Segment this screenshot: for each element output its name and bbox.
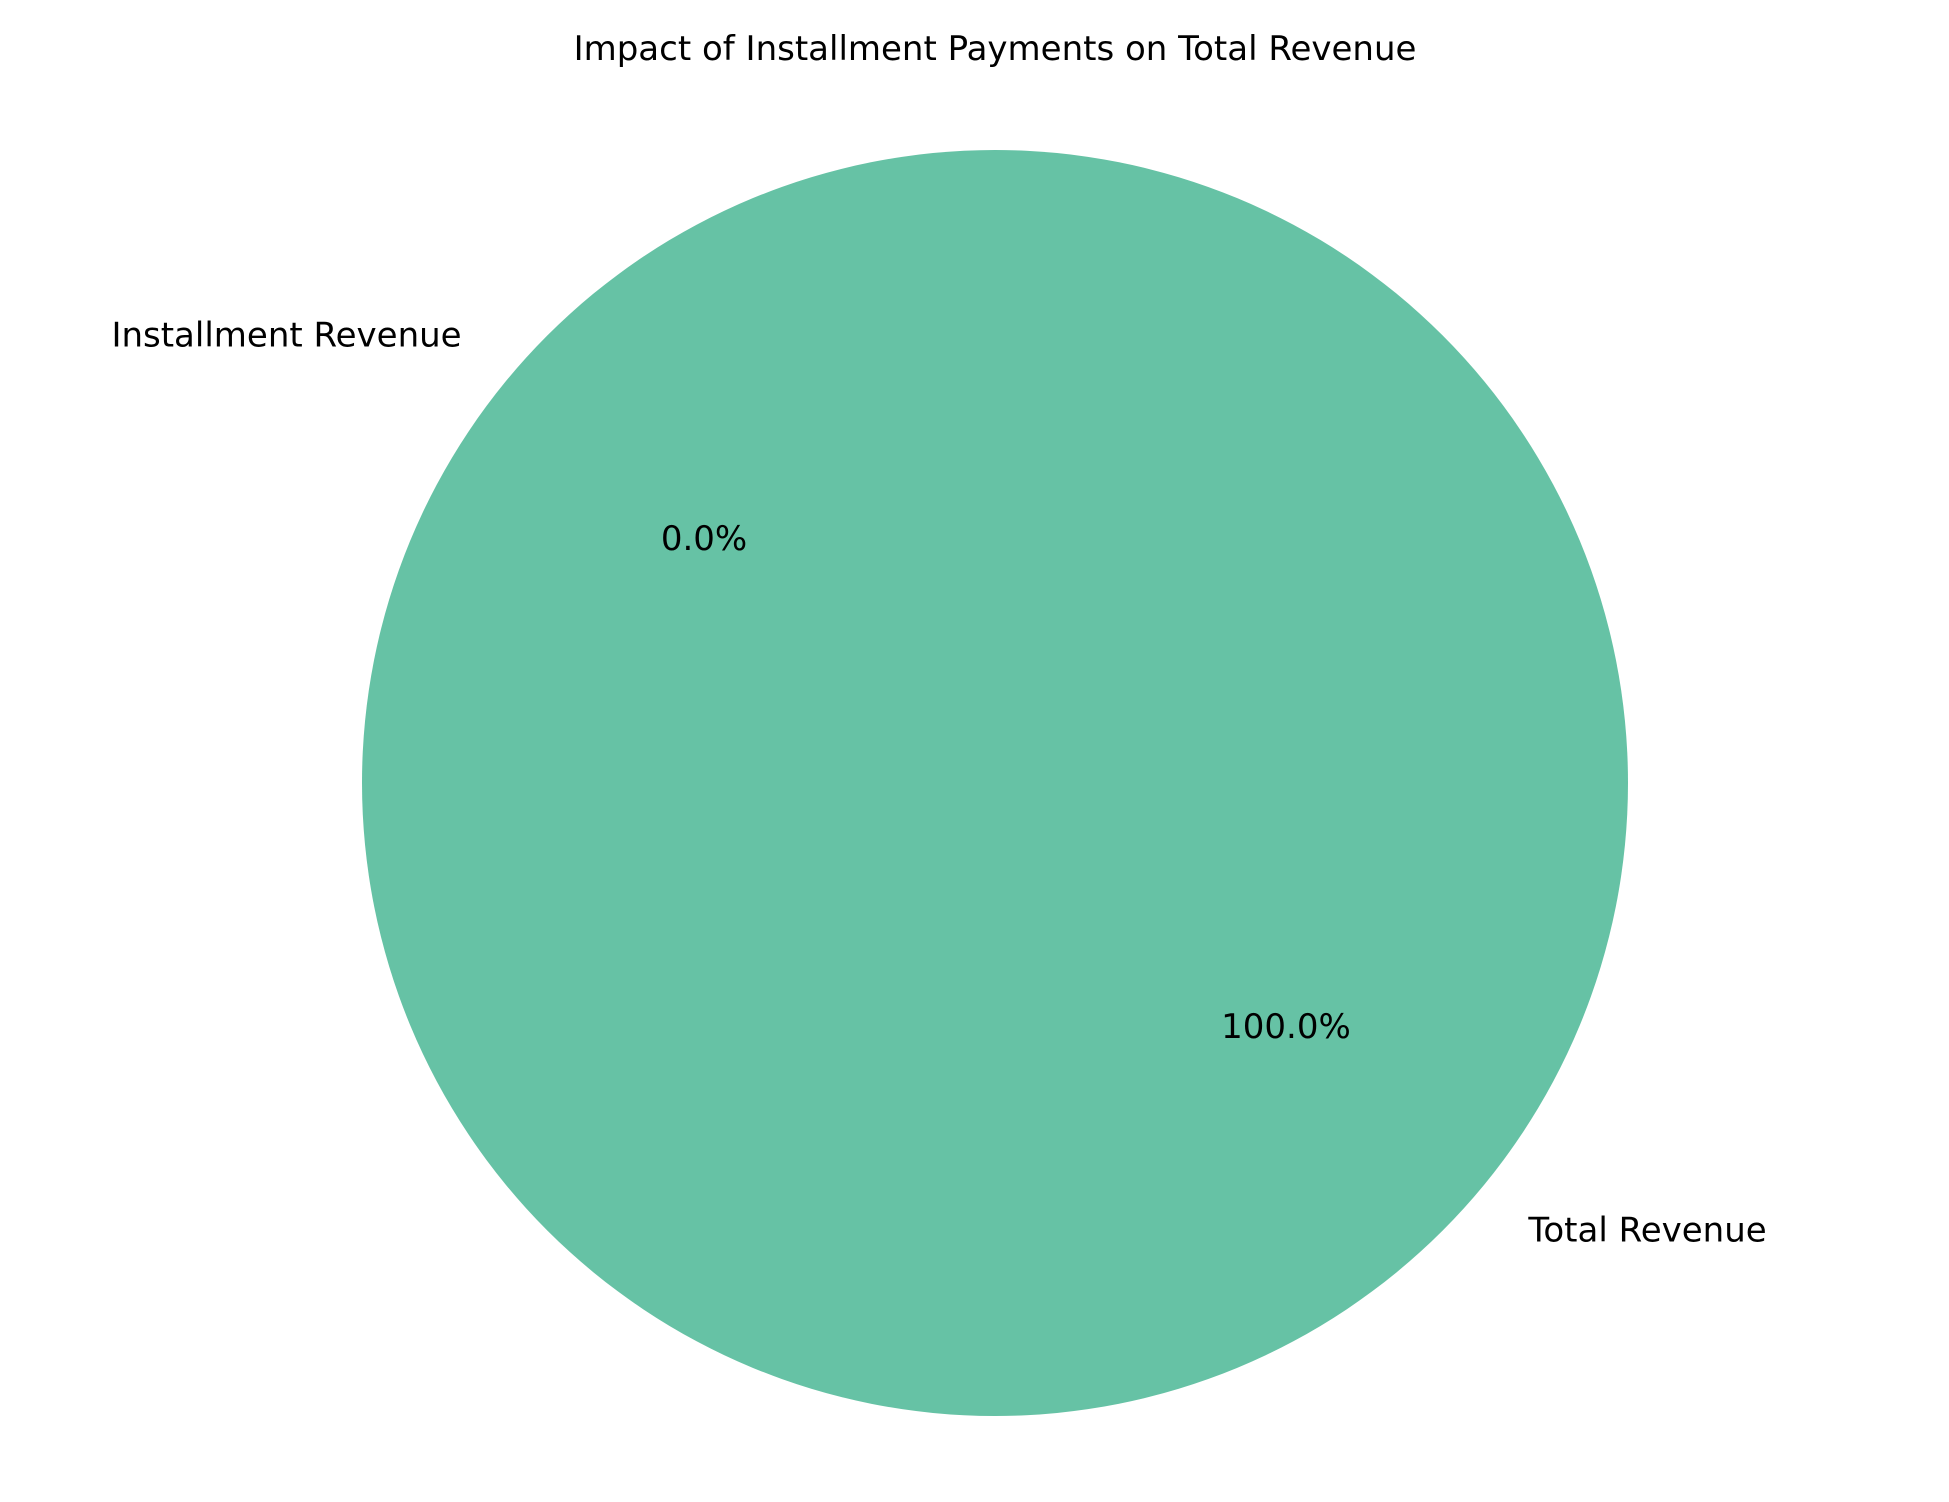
slice-percent-total-revenue: 100.0% xyxy=(1221,1007,1351,1047)
slice-label-total-revenue: Total Revenue xyxy=(1527,1211,1766,1251)
pie-slices xyxy=(362,150,1628,1416)
pie-slice-total-revenue xyxy=(362,150,1628,1416)
chart-title: Impact of Installment Payments on Total … xyxy=(574,29,1417,69)
pie-labels: Installment Revenue 0.0% Total Revenue 100.… xyxy=(111,315,1766,1250)
slice-label-installment-revenue: Installment Revenue xyxy=(111,315,461,355)
slice-percent-installment-revenue: 0.0% xyxy=(661,519,747,559)
